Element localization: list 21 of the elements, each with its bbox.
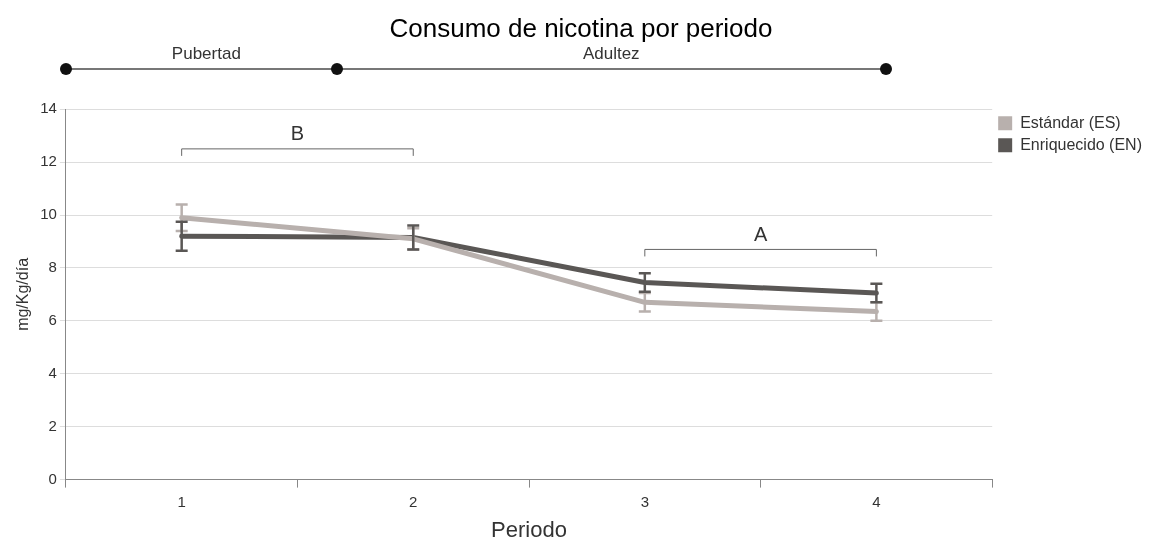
y-tick-label: 10 xyxy=(40,205,57,223)
text: Pubertad xyxy=(171,44,241,64)
x-tick-label: 3 xyxy=(640,492,649,510)
x-tick-label: 1 xyxy=(177,492,186,510)
y-tick-label: 14 xyxy=(40,99,57,117)
y-tick-label: 12 xyxy=(40,152,57,170)
y-tick-label: 8 xyxy=(48,258,57,276)
y-tick-label: 6 xyxy=(48,311,57,328)
legend-label: Enriquecido (EN) xyxy=(1020,135,1142,153)
text: Adultez xyxy=(582,44,640,64)
legend-label: Estándar (ES) xyxy=(1020,113,1121,131)
y-tick-label: 2 xyxy=(48,416,57,434)
x-axis-title: Periodo xyxy=(491,516,567,542)
x-tick-label: 4 xyxy=(872,492,881,510)
chart-title: Consumo de nicotina por periodo xyxy=(389,12,773,43)
annotation: B xyxy=(290,122,305,145)
y-tick-label: 4 xyxy=(48,363,57,381)
y-tick-label: 0 xyxy=(48,469,57,487)
x-tick-label: 2 xyxy=(409,492,418,510)
y-axis-title: mg/Kg/día xyxy=(14,257,32,331)
annotation: A xyxy=(753,222,768,245)
